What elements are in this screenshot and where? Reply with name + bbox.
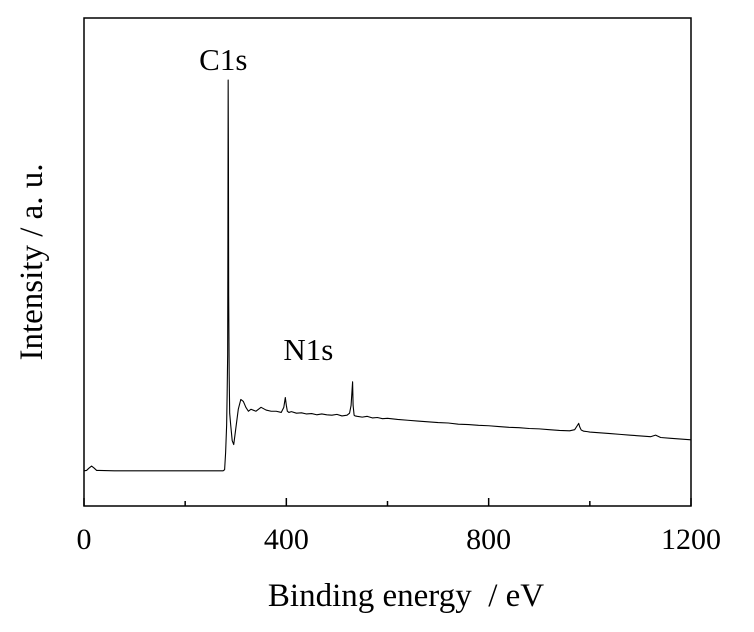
spectrum-line — [83, 79, 692, 472]
x-axis-tick-labels: 0 400 800 1200 — [77, 523, 722, 556]
x-axis-label: Binding energy / eV — [268, 578, 544, 614]
peak-label-c1s: C1s — [199, 42, 247, 77]
y-axis-label: Intensity / a. u. — [14, 163, 50, 360]
x-tick-label: 400 — [264, 523, 309, 556]
peak-annotations: C1s N1s — [199, 42, 333, 367]
x-tick-label: 1200 — [661, 523, 721, 556]
x-axis-ticks — [83, 498, 692, 506]
peak-label-n1s: N1s — [283, 332, 333, 367]
x-tick-label: 0 — [77, 523, 92, 556]
x-tick-label: 800 — [466, 523, 511, 556]
